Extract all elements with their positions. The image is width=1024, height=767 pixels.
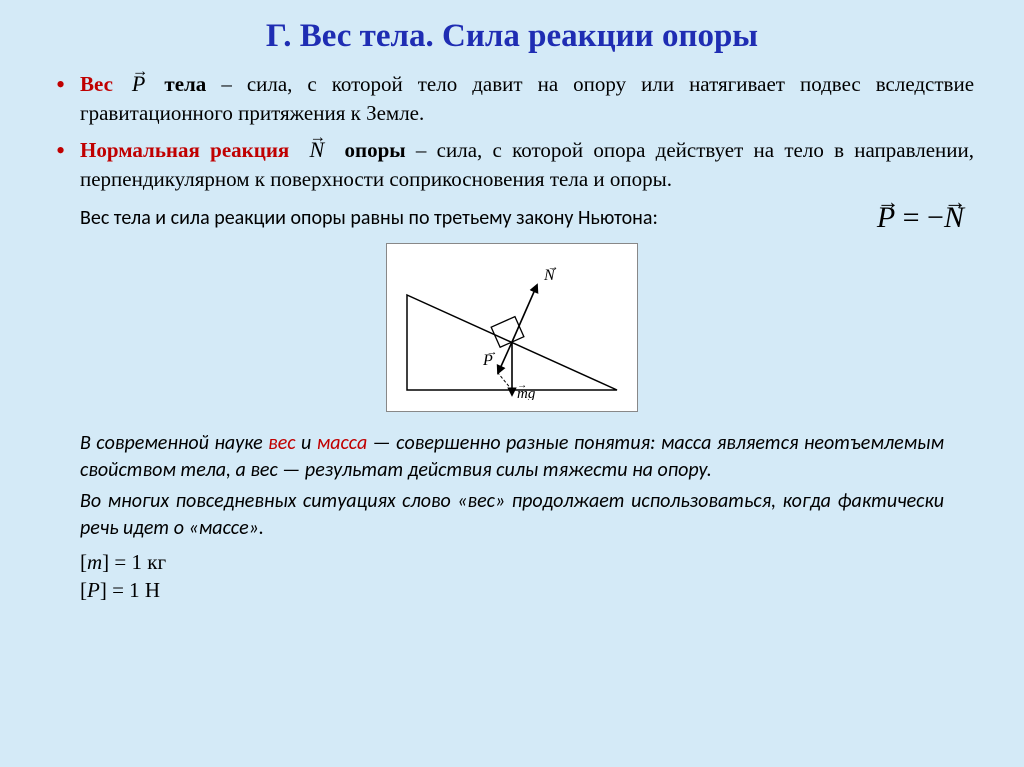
bottom-notes: В современной науке вес и масса — соверш… (80, 430, 944, 605)
word-massa: масса (317, 431, 368, 455)
weight-rest: – сила, с которой тело давит на опору ил… (80, 72, 974, 125)
label-P: P → (482, 346, 497, 369)
unit-weight: [P] = 1 Н (80, 576, 944, 604)
label-N: N → (543, 261, 559, 284)
normal-symbol: →N (310, 138, 335, 162)
note-mass-weight: В современной науке вес и масса — соверш… (80, 430, 944, 484)
unit-mass: [m] = 1 кг (80, 548, 944, 576)
note-usage: Во многих повседневных ситуациях слово «… (80, 488, 944, 542)
definitions-list: Вес →P тела – сила, с которой тело давит… (50, 69, 974, 193)
weight-after: тела (164, 72, 206, 96)
term-normal: Нормальная реакция (80, 138, 289, 162)
slide-title: Г. Вес тела. Сила реакции опоры (50, 18, 974, 55)
definition-weight: Вес →P тела – сила, с которой тело давит… (50, 69, 974, 127)
label-mg: mg → (517, 380, 539, 400)
newton-formula: →P = −→N (877, 201, 964, 235)
diagram-svg: N → P → mg → (397, 250, 627, 400)
newton-text: Вес тела и сила реакции опоры равны по т… (80, 206, 658, 230)
definition-normal: Нормальная реакция →N опоры – сила, с ко… (50, 135, 974, 193)
normal-after: опоры (344, 138, 405, 162)
word-ves: вес (268, 431, 295, 455)
units-block: [m] = 1 кг [P] = 1 Н (80, 548, 944, 605)
term-weight: Вес (80, 72, 113, 96)
weight-symbol: →P (132, 72, 160, 96)
newton-row: Вес тела и сила реакции опоры равны по т… (80, 201, 974, 235)
slide: Г. Вес тела. Сила реакции опоры Вес →P т… (0, 0, 1024, 625)
inclined-plane-diagram: N → P → mg → (386, 243, 638, 412)
diagram-container: N → P → mg → (50, 243, 974, 412)
